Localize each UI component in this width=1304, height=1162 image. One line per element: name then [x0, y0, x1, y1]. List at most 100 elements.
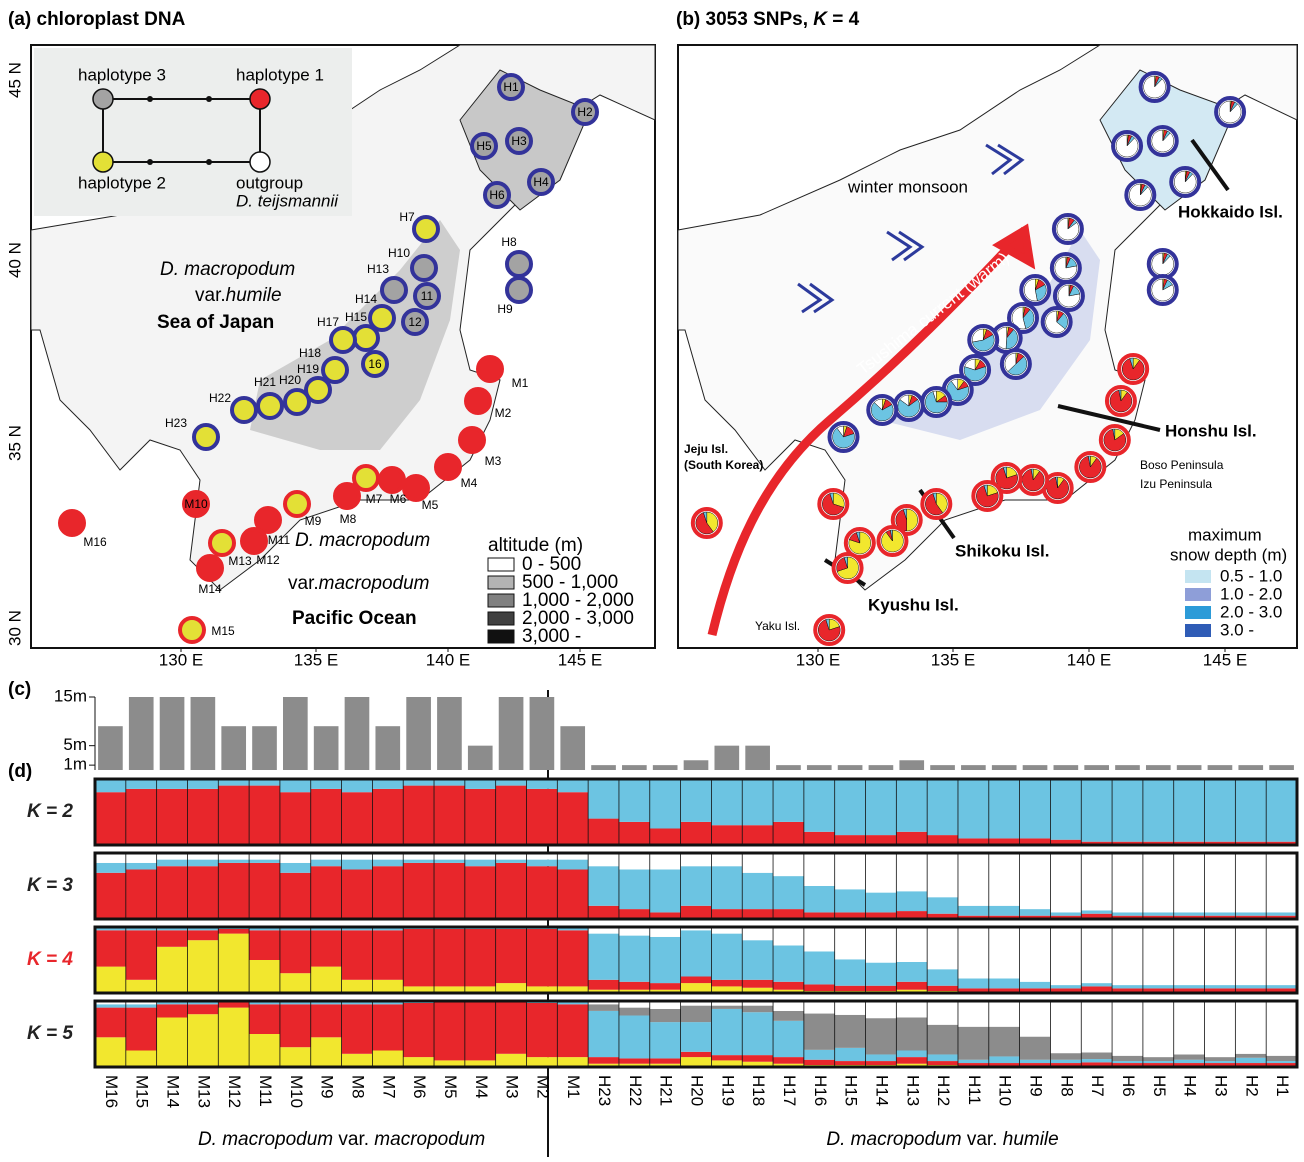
segment	[1205, 985, 1236, 988]
segment	[958, 1063, 989, 1066]
segment	[342, 1002, 373, 1004]
segment	[711, 779, 742, 825]
segment	[557, 1004, 588, 1057]
label: M1	[512, 376, 529, 390]
segment	[1081, 983, 1112, 986]
segment	[650, 870, 681, 913]
label: H3	[511, 134, 527, 148]
segment	[1020, 982, 1051, 989]
segment	[588, 1011, 619, 1057]
label: M5	[422, 498, 439, 512]
segment	[496, 786, 527, 845]
segment	[1205, 1057, 1236, 1061]
segment	[835, 1001, 866, 1015]
segment	[157, 947, 188, 993]
label: 45 N	[5, 62, 24, 98]
label: H8	[1057, 1075, 1076, 1097]
segment	[681, 1006, 712, 1023]
segment	[989, 1001, 1020, 1027]
label: M4	[472, 1075, 491, 1099]
segment	[1235, 927, 1266, 985]
label: H21	[657, 1075, 676, 1106]
site	[380, 468, 404, 492]
segment	[95, 1008, 126, 1038]
segment	[372, 860, 403, 867]
label: M12	[256, 553, 280, 567]
label: Hokkaido Isl.	[1178, 202, 1283, 221]
segment	[804, 1014, 835, 1050]
bar	[1054, 765, 1079, 770]
segment	[896, 1018, 927, 1051]
segment	[1020, 1037, 1051, 1060]
segment	[927, 853, 958, 897]
segment	[249, 1034, 280, 1067]
segment	[1174, 1063, 1205, 1066]
segment	[619, 982, 650, 990]
label: 35 N	[5, 425, 24, 461]
label: H6	[489, 188, 505, 202]
segment	[526, 866, 557, 919]
label: M16	[83, 535, 107, 549]
segment	[280, 973, 311, 993]
bar	[221, 726, 246, 770]
segment	[773, 853, 804, 876]
segment	[557, 1002, 588, 1004]
segment	[989, 853, 1020, 906]
label: D. macropodum	[295, 530, 430, 551]
label: 5m	[63, 735, 87, 754]
segment	[249, 1004, 280, 1034]
segment	[342, 860, 373, 870]
segment	[1205, 779, 1236, 842]
segment	[773, 927, 804, 945]
figure: (a) chloroplast DNA(b) 3053 SNPs, K = 4h…	[0, 0, 1304, 1157]
row-label: K = 5	[27, 1023, 73, 1044]
segment	[958, 927, 989, 978]
label-part: D. macropodum	[160, 259, 295, 280]
segment	[773, 822, 804, 845]
segment	[126, 1004, 157, 1007]
site	[180, 618, 204, 642]
segment	[804, 984, 835, 991]
segment	[958, 988, 989, 991]
segment	[372, 1051, 403, 1068]
site	[436, 455, 460, 479]
segment	[1174, 779, 1205, 842]
label: (d)	[8, 761, 32, 782]
bar	[160, 697, 185, 770]
group-label: D. macropodum var. macropodum	[198, 1129, 485, 1150]
segment	[1020, 909, 1051, 916]
segment	[1266, 1061, 1297, 1063]
label: Shikoku Isl.	[955, 541, 1049, 560]
segment	[742, 980, 773, 988]
label: M9	[318, 1075, 337, 1099]
segment	[1112, 1001, 1143, 1056]
segment	[958, 1027, 989, 1060]
segment	[342, 779, 373, 792]
segment	[927, 986, 958, 991]
segment	[1020, 988, 1051, 991]
segment	[1235, 1001, 1266, 1054]
segment	[588, 853, 619, 866]
segment	[773, 876, 804, 909]
site	[507, 278, 531, 302]
label: M12	[225, 1075, 244, 1108]
legend-swatch	[488, 558, 514, 571]
segment	[157, 860, 188, 867]
segment	[1174, 912, 1205, 915]
segment	[465, 860, 496, 867]
pie-slice	[1116, 135, 1138, 157]
bar	[1238, 765, 1263, 770]
label: H3	[1211, 1075, 1230, 1097]
label: H2	[1242, 1075, 1261, 1097]
label: H4	[533, 175, 549, 189]
label: H20	[688, 1075, 707, 1106]
label: (a) chloroplast DNA	[8, 9, 186, 30]
segment	[927, 969, 958, 986]
label-part: var.	[195, 285, 226, 306]
segment	[249, 860, 280, 863]
site	[335, 484, 359, 508]
segment	[804, 1050, 835, 1060]
segment	[1143, 779, 1174, 842]
label: M13	[228, 554, 252, 568]
segment	[619, 870, 650, 910]
